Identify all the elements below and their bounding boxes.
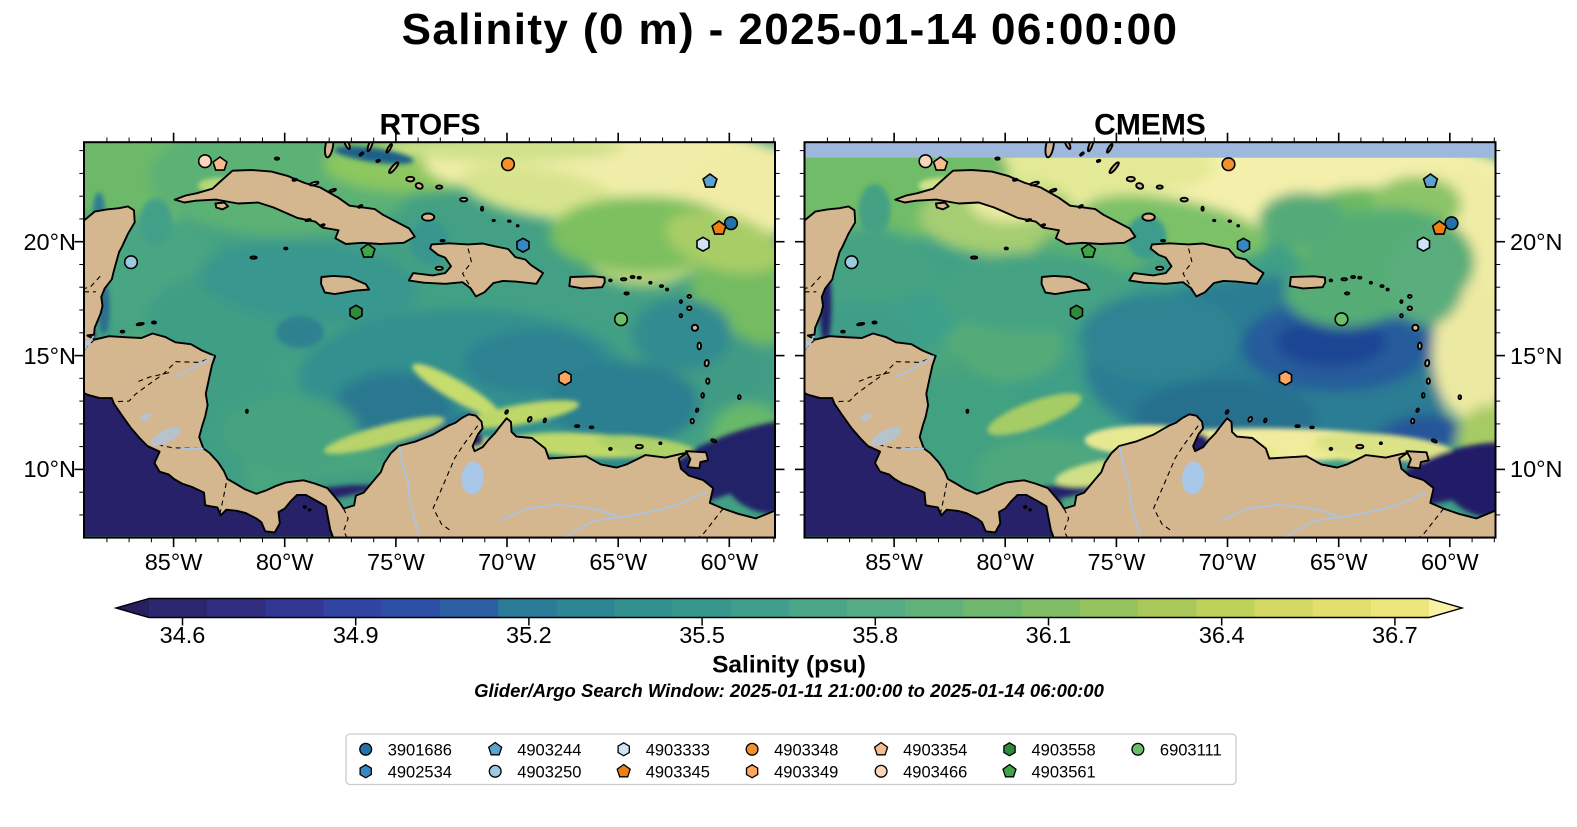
svg-text:36.1: 36.1 (1026, 622, 1072, 648)
svg-text:CMEMS: CMEMS (1094, 109, 1206, 142)
svg-text:60°W: 60°W (700, 549, 759, 575)
svg-text:4903558: 4903558 (1032, 741, 1096, 759)
svg-text:6903111: 6903111 (1160, 741, 1222, 759)
svg-text:75°W: 75°W (1088, 549, 1147, 575)
svg-text:RTOFS: RTOFS (379, 109, 480, 142)
svg-text:Salinity (0 m) - 2025-01-14 06: Salinity (0 m) - 2025-01-14 06:00:00 (402, 5, 1179, 54)
svg-text:3901686: 3901686 (388, 741, 452, 759)
svg-text:75°W: 75°W (367, 549, 426, 575)
svg-text:4903466: 4903466 (903, 763, 967, 781)
svg-text:70°W: 70°W (1199, 549, 1258, 575)
svg-text:20°N: 20°N (23, 229, 76, 255)
svg-text:35.2: 35.2 (506, 622, 552, 648)
svg-text:85°W: 85°W (145, 549, 204, 575)
svg-text:85°W: 85°W (865, 549, 924, 575)
svg-text:15°N: 15°N (1510, 343, 1563, 369)
svg-text:4903250: 4903250 (517, 763, 581, 781)
svg-text:10°N: 10°N (23, 456, 76, 482)
svg-text:35.5: 35.5 (679, 622, 725, 648)
svg-text:36.4: 36.4 (1199, 622, 1245, 648)
svg-text:20°N: 20°N (1510, 229, 1563, 255)
svg-text:4903348: 4903348 (774, 741, 838, 759)
svg-text:35.8: 35.8 (852, 622, 898, 648)
svg-text:4903345: 4903345 (646, 763, 710, 781)
svg-text:60°W: 60°W (1421, 549, 1480, 575)
svg-text:4903333: 4903333 (646, 741, 710, 759)
svg-text:4902534: 4902534 (388, 763, 452, 781)
svg-text:Glider/Argo Search Window: 202: Glider/Argo Search Window: 2025-01-11 21… (474, 680, 1105, 701)
svg-text:15°N: 15°N (23, 343, 76, 369)
svg-text:36.7: 36.7 (1372, 622, 1418, 648)
svg-text:70°W: 70°W (478, 549, 537, 575)
svg-text:10°N: 10°N (1510, 456, 1563, 482)
svg-text:4903354: 4903354 (903, 741, 967, 759)
svg-text:34.6: 34.6 (160, 622, 206, 648)
svg-text:34.9: 34.9 (333, 622, 379, 648)
svg-text:4903561: 4903561 (1032, 763, 1096, 781)
svg-text:65°W: 65°W (589, 549, 648, 575)
svg-text:Salinity (psu): Salinity (psu) (712, 652, 866, 679)
svg-text:80°W: 80°W (976, 549, 1035, 575)
svg-text:80°W: 80°W (256, 549, 315, 575)
svg-text:4903349: 4903349 (774, 763, 838, 781)
svg-text:65°W: 65°W (1310, 549, 1369, 575)
svg-text:4903244: 4903244 (517, 741, 581, 759)
